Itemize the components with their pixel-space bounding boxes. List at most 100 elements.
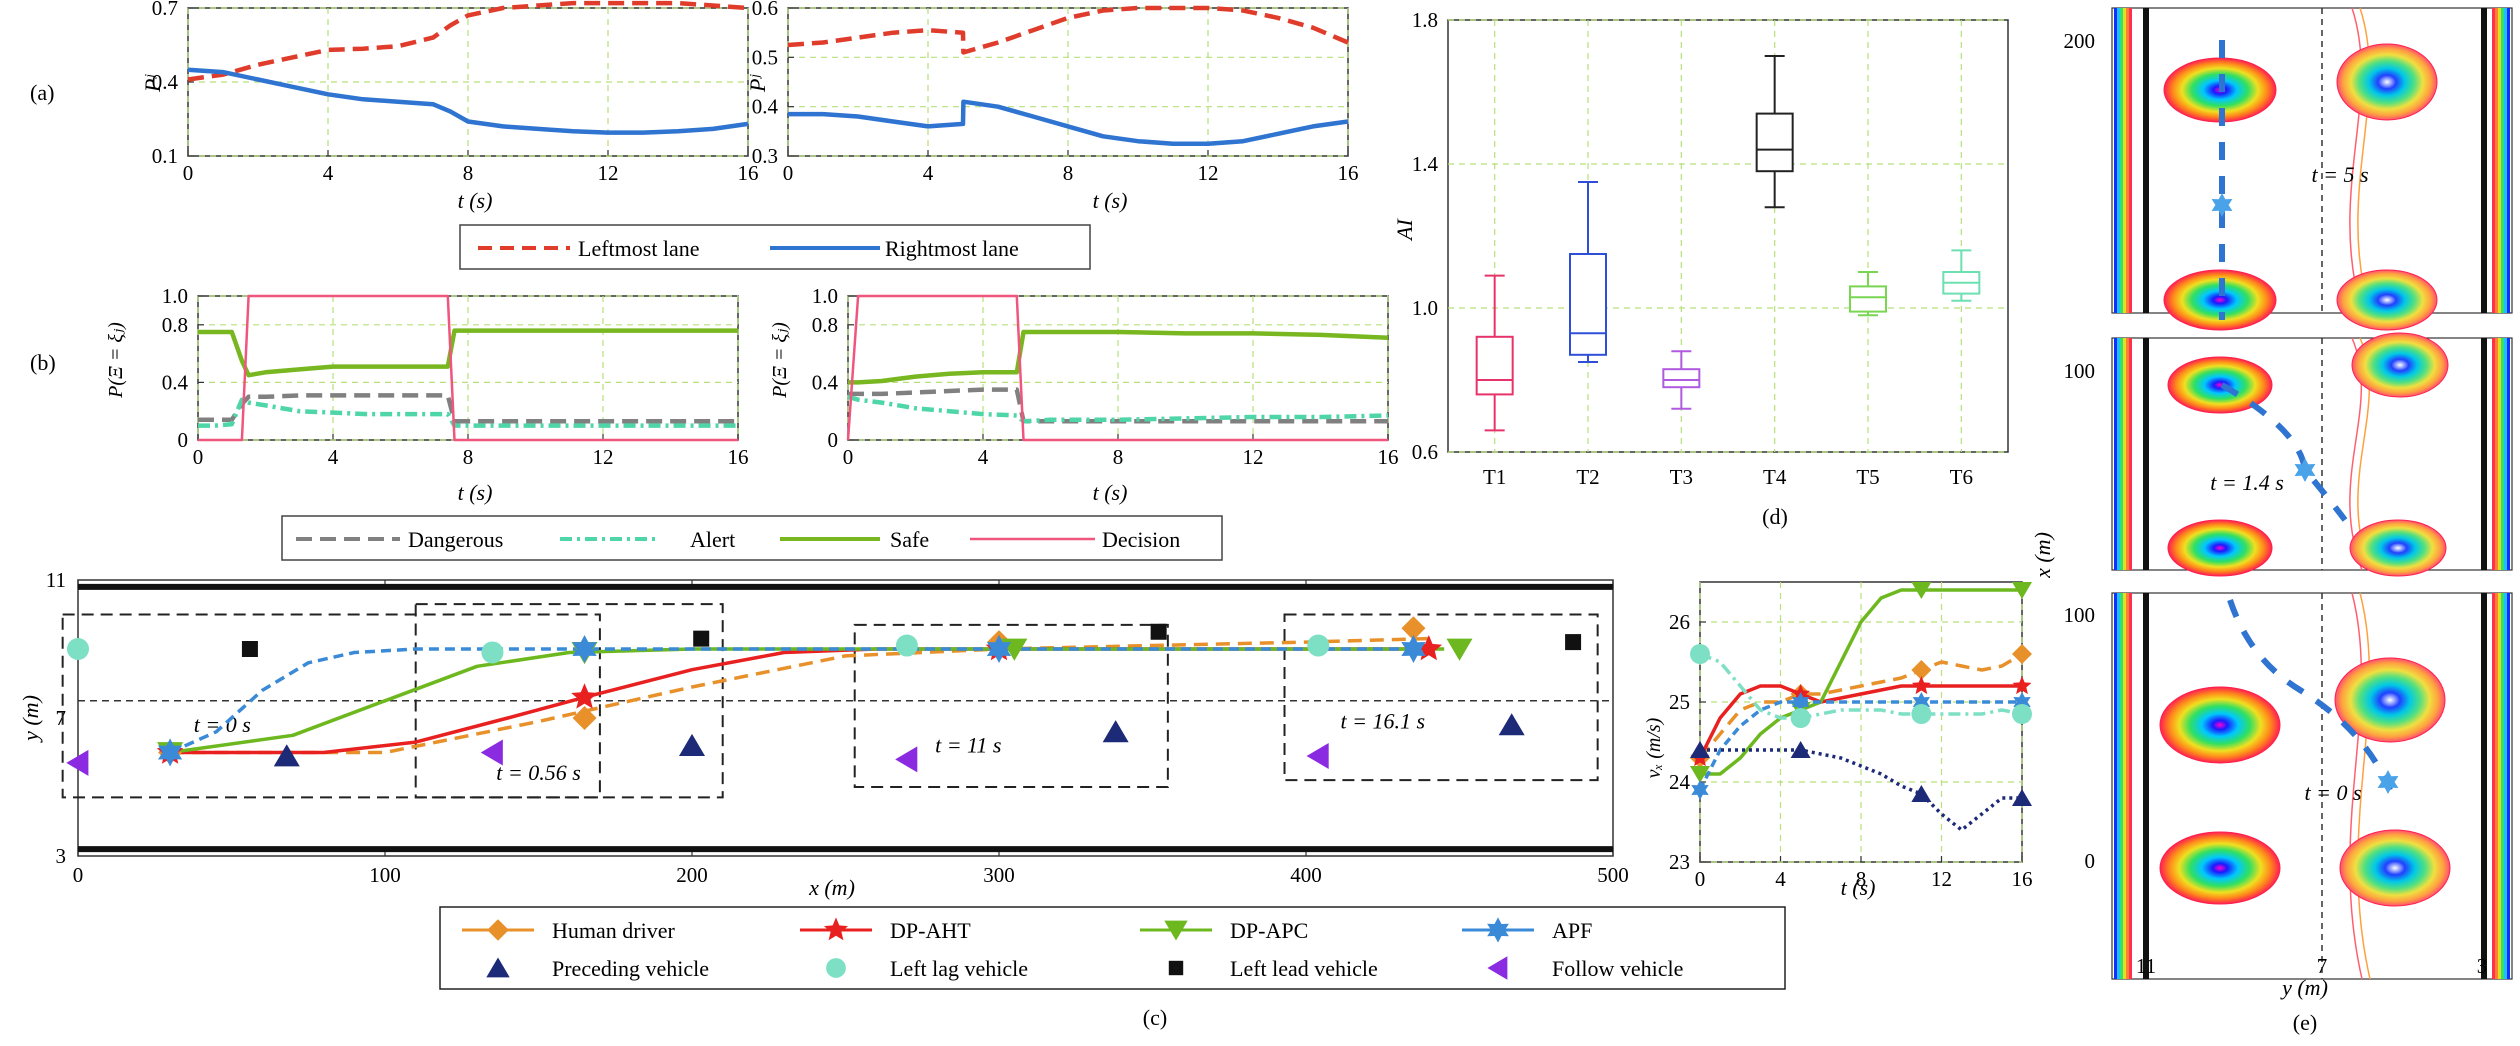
d-ylabel: AI xyxy=(1392,218,1417,242)
speed-marker xyxy=(1911,676,1931,695)
plot-e: t = 5 s t = 1.4 s t = 0 s 200 100 100 0 11 7 3 xyxy=(2064,7,2513,980)
y-tick-label: 0.1 xyxy=(152,144,178,168)
alert-line xyxy=(198,397,738,428)
legend-label: APF xyxy=(1552,918,1592,943)
plot-frame xyxy=(2111,7,2513,314)
plot-b-left: 0 4 8 12 16 0 0.4 0.8 1.0 xyxy=(162,284,749,469)
edge-band xyxy=(2504,338,2507,570)
marker-follow-vehicle xyxy=(66,749,89,776)
edge-band xyxy=(2492,338,2495,570)
marker-left-lag-vehicle xyxy=(1307,634,1330,657)
x-tick-label: T6 xyxy=(1950,465,1973,489)
edge-band xyxy=(2126,338,2129,570)
marker-preceding-vehicle xyxy=(1498,713,1525,736)
b-xlabel-right: t (s) xyxy=(1093,480,1128,505)
y-tick-label: 25 xyxy=(1669,690,1690,714)
marker-follow-vehicle xyxy=(480,739,503,766)
snapshot-time-label: t = 11 s xyxy=(935,733,1001,758)
legend-label: Left lag vehicle xyxy=(890,956,1028,981)
marker-preceding-vehicle xyxy=(1102,720,1129,743)
x-tick-label: T3 xyxy=(1670,465,1693,489)
legend-a-left: Leftmost lane xyxy=(578,236,700,261)
speed-marker xyxy=(2012,704,2032,724)
panel-label-e: (e) xyxy=(2293,1010,2317,1035)
speed-marker xyxy=(1911,785,1932,802)
x-tick-label: 16 xyxy=(738,161,759,185)
legend-a-right: Rightmost lane xyxy=(885,236,1019,261)
marker-left-lag-vehicle xyxy=(67,638,89,660)
legend-label: Human driver xyxy=(552,918,675,943)
x-tick-label: 8 xyxy=(463,445,474,469)
x-tick-label: 16 xyxy=(1378,445,1399,469)
edge-band xyxy=(2507,593,2510,979)
x-tick-label: 3 xyxy=(2477,954,2488,978)
edge-band xyxy=(2129,8,2132,313)
ego-vehicle-marker xyxy=(2377,770,2399,794)
rightmost-lane-line xyxy=(788,99,1349,146)
legend-label: DP-AHT xyxy=(890,918,971,943)
risk-field-blob xyxy=(2167,356,2273,414)
marker-dp-aht xyxy=(571,683,598,709)
legend-b-safe: Safe xyxy=(890,527,929,552)
plot-frame xyxy=(2111,592,2513,980)
y-tick-label: 1.4 xyxy=(1412,152,1439,176)
box-T1 xyxy=(1475,335,1514,396)
legend-b-dangerous: Dangerous xyxy=(408,527,503,552)
x-tick-label: 4 xyxy=(328,445,339,469)
x-tick-label: 4 xyxy=(923,161,934,185)
x-tick-label: 100 xyxy=(369,863,401,887)
marker-apf xyxy=(1401,635,1426,663)
marker-apf xyxy=(158,738,183,767)
panel-label-c: (c) xyxy=(1143,1005,1167,1030)
marker-left-lead-vehicle xyxy=(1565,634,1582,651)
y-tick-label: 100 xyxy=(2064,603,2096,627)
snapshot-frame xyxy=(61,613,601,799)
marker-human-driver xyxy=(572,706,597,730)
c-ylabel: y (m) xyxy=(18,695,43,743)
legend-b: Dangerous Alert Safe Decision xyxy=(281,515,1223,561)
v-ylabel: vₓ (m/s) xyxy=(1643,717,1665,778)
edge-band xyxy=(2123,338,2126,570)
x-tick-label: T2 xyxy=(1576,465,1599,489)
speed-line-dp-apc xyxy=(1700,588,2022,776)
y-tick-label: 0 xyxy=(828,428,839,452)
edge-band xyxy=(2117,593,2120,979)
y-tick-label: 7 xyxy=(56,706,67,730)
legend-marker xyxy=(826,958,846,978)
legend-a: Leftmost lane Rightmost lane xyxy=(459,224,1091,270)
legend-marker xyxy=(824,917,848,941)
dangerous-line xyxy=(848,387,1388,424)
edge-band xyxy=(2129,338,2132,570)
contour-line xyxy=(2357,592,2371,980)
x-tick-label: 8 xyxy=(1856,867,1867,891)
edge-band xyxy=(2498,8,2501,313)
edge-band xyxy=(2498,338,2501,570)
snapshot-time-label: t = 16.1 s xyxy=(1340,708,1425,733)
y-tick-label: 0.4 xyxy=(752,95,779,119)
legend-marker xyxy=(1168,960,1184,976)
edge-band xyxy=(2501,593,2504,979)
y-tick-label: 200 xyxy=(2064,29,2096,53)
marker-dp-apc xyxy=(1446,638,1473,661)
legend-label: Preceding vehicle xyxy=(552,956,709,981)
x-tick-label: 8 xyxy=(463,161,474,185)
e-ylabel: x (m) xyxy=(2030,532,2055,579)
marker-preceding-vehicle xyxy=(273,744,300,767)
edge-band xyxy=(2114,8,2117,313)
snapshot-time-label: t = 0.56 s xyxy=(496,760,581,785)
ego-vehicle-marker xyxy=(2294,458,2316,482)
x-tick-label: 0 xyxy=(843,445,854,469)
plot-v: 0 4 8 12 16 23 24 25 26 xyxy=(1669,581,2033,891)
x-tick-label: T4 xyxy=(1763,465,1787,489)
speed-line-left-lag-vehicle xyxy=(1699,652,2023,720)
edge-band xyxy=(2126,593,2129,979)
legend-label: Left lead vehicle xyxy=(1230,956,1378,981)
x-tick-label: 300 xyxy=(983,863,1015,887)
edge-band xyxy=(2495,338,2498,570)
snapshot-frame xyxy=(853,623,1169,788)
edge-band xyxy=(2504,8,2507,313)
contour-line xyxy=(2349,7,2363,314)
leftmost-lane-line xyxy=(787,5,1349,55)
rightmost-lane-line xyxy=(187,67,749,135)
edge-band xyxy=(2129,593,2132,979)
